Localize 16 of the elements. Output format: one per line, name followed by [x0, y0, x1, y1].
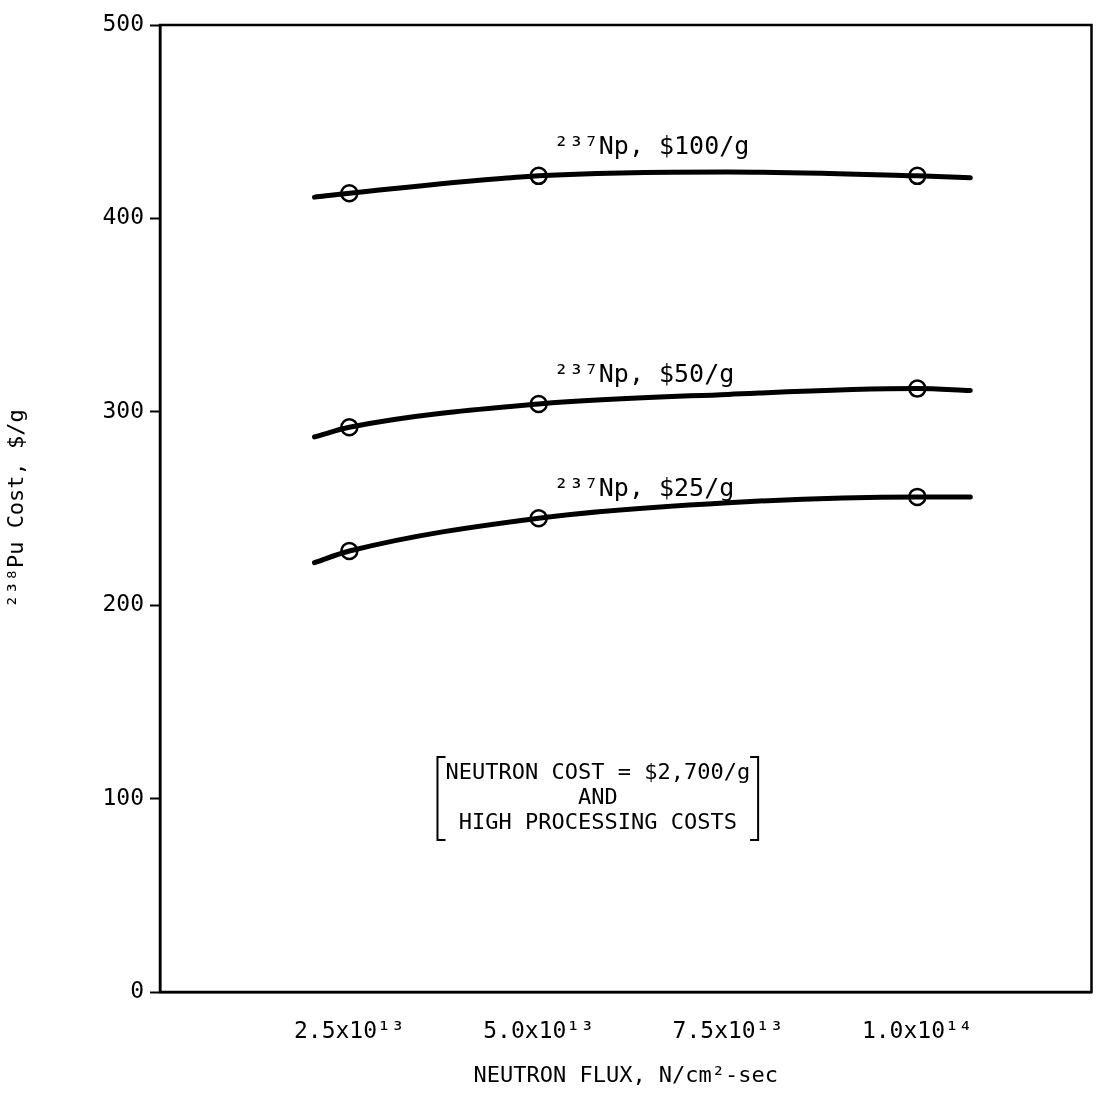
y-tick-label: 200	[102, 590, 144, 617]
series-label: ²³⁷Np, $50/g	[553, 359, 735, 389]
y-tick-label: 300	[102, 396, 144, 423]
y-tick-label: 100	[102, 783, 144, 810]
y-axis-title: ²³⁸Pu Cost, $/g	[2, 409, 28, 608]
x-tick-label: 2.5x10¹³	[293, 1016, 405, 1043]
series-label: ²³⁷Np, $25/g	[553, 473, 735, 503]
series-label: ²³⁷Np, $100/g	[553, 130, 750, 160]
y-tick-label: 500	[102, 9, 144, 36]
annotation: NEUTRON COST = $2,700/g AND HIGH PROCESSING COSTS	[445, 759, 751, 835]
y-tick-label: 400	[102, 203, 144, 230]
x-axis-title: NEUTRON FLUX, N/cm²-sec	[473, 1061, 779, 1087]
x-tick-label: 1.0x10¹⁴	[861, 1016, 973, 1043]
x-tick-label: 5.0x10¹³	[483, 1016, 595, 1043]
x-tick-label: 7.5x10¹³	[672, 1016, 784, 1043]
y-tick-label: 0	[130, 976, 144, 1003]
